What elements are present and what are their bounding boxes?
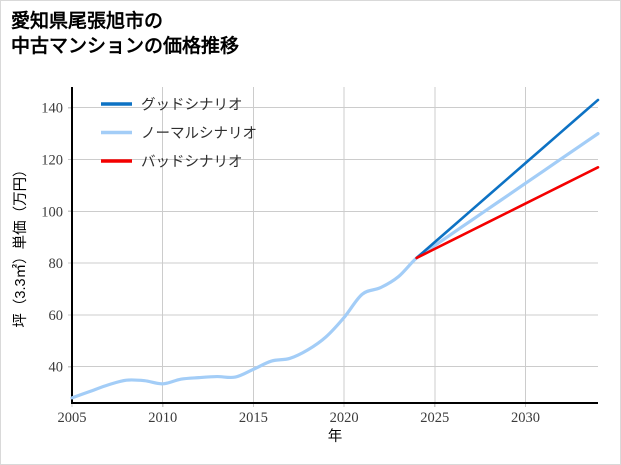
x-tick-label: 2025	[420, 410, 449, 426]
chart-title-line-2: 中古マンションの価格推移	[11, 36, 240, 58]
series-line-1	[70, 132, 600, 400]
legend-label-0: グッドシナリオ	[141, 97, 243, 114]
x-tick-label: 2010	[148, 410, 177, 426]
series-line-0	[415, 98, 600, 260]
x-tick-label: 2030	[511, 410, 540, 426]
legend-label-2: バッドシナリオ	[141, 155, 243, 171]
y-tick-label: 120	[41, 153, 63, 169]
y-tick-label: 60	[49, 308, 64, 324]
y-tick-label: 100	[41, 204, 63, 220]
x-tick-label: 2005	[58, 410, 87, 426]
x-tick-label: 2020	[330, 410, 359, 426]
x-axis-title: 年	[328, 428, 343, 445]
y-tick-labels-group: 40 60 80 100 120 140	[41, 101, 63, 376]
chart-title-line-1: 愛知県尾張旭市の	[11, 11, 164, 32]
legend-label-1: ノーマルシナリオ	[141, 126, 257, 142]
chart-title: 愛知県尾張旭市の中古マンションの価格推移	[11, 9, 239, 59]
x-tick-label: 2015	[239, 410, 268, 426]
axis-spines	[71, 87, 598, 404]
x-tick-labels-group: 2005 2010 2015 2020 2025 2030	[58, 410, 540, 426]
y-tick-label: 80	[49, 256, 64, 272]
tickmarks-group	[68, 107, 527, 407]
series-lines-group	[70, 98, 600, 400]
y-axis-title: 坪（3.3㎡）単価（万円）	[12, 162, 29, 327]
y-tick-label: 40	[49, 360, 64, 376]
series-line-2	[415, 166, 600, 260]
y-tick-label: 140	[41, 101, 63, 117]
